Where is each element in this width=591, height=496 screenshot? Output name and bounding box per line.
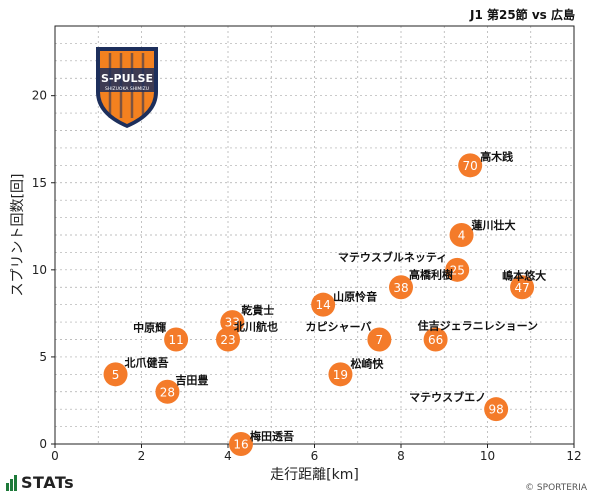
player-number-label: 66: [428, 333, 443, 347]
player-point: [445, 257, 470, 282]
y-tick-label: 15: [32, 176, 47, 190]
player-name-label: 高橋利樹: [409, 267, 453, 281]
y-axis-label: スプリント回数[回]: [10, 174, 26, 297]
player-name-label: 山原怜音: [333, 290, 377, 304]
player-number-label: 38: [393, 281, 408, 295]
player-point: [423, 327, 448, 352]
x-axis-label: 走行距離[km]: [270, 466, 359, 483]
player-number-label: 25: [450, 263, 465, 277]
stats-logo: STATs: [6, 473, 74, 492]
player-number-label: 33: [225, 316, 240, 330]
player-name-label: 高木践: [480, 149, 513, 163]
axes: 0 2 4 6 8 10 12 0 5 10 15 20 走行距離[km] スプリント回数[回]: [10, 25, 582, 483]
player-number-label: 16: [233, 438, 248, 452]
chart-title: J1 第25節 vs 広島: [469, 8, 575, 22]
player-name-label: 吉田豊: [175, 373, 208, 387]
y-tick-label: 20: [32, 89, 47, 103]
emblem-text: S-PULSE: [101, 72, 153, 85]
player-name-label: 住吉ジェラニレショーン: [418, 319, 538, 333]
x-tick-label: 0: [51, 449, 59, 463]
player-point: [155, 379, 180, 404]
x-tick-label: 12: [566, 449, 581, 463]
player-point: [164, 327, 189, 352]
player-point: [484, 397, 509, 422]
x-tick-label: 2: [138, 449, 146, 463]
player-number-label: 19: [333, 368, 348, 382]
stats-brand: STATs: [21, 473, 75, 492]
emblem-subtext: SHIZUOKA SHIMIZU: [105, 86, 149, 92]
stats-bars-icon: [6, 474, 17, 491]
player-name-label: 嶋本悠大: [502, 268, 546, 282]
player-number-label: 11: [168, 333, 183, 347]
player-number-label: 47: [514, 281, 529, 295]
player-name-label: 北爪健吾: [125, 355, 169, 369]
player-point: [228, 432, 253, 456]
y-tick-label: 0: [39, 437, 47, 451]
x-tick-label: 8: [397, 449, 405, 463]
player-name-label: 中原輝: [133, 321, 166, 335]
player-name-label: マテウスブエノ: [409, 390, 486, 404]
player-point: [328, 362, 353, 387]
player-point: [216, 327, 240, 352]
player-name-label: カピシャーバ: [305, 321, 371, 334]
player-number-label: 98: [489, 403, 504, 417]
x-tick-label: 6: [311, 449, 319, 463]
player-name-label: 北川航也: [234, 320, 278, 334]
player-point: [311, 292, 336, 317]
y-tick-label: 10: [32, 263, 47, 277]
player-point: [103, 362, 128, 387]
player-point: [449, 223, 474, 247]
data-points: 70 4 25 47 38 14 33 23 11 7 66 5 19 28 98 16 高木践蓮川壮大マテウス…: [103, 149, 546, 456]
player-number-label: 4: [458, 229, 466, 243]
player-number-label: 14: [316, 298, 331, 312]
player-number-label: 70: [463, 159, 478, 173]
player-number-label: 28: [160, 385, 175, 399]
player-point: [458, 153, 483, 178]
player-number-label: 23: [220, 333, 235, 347]
player-name-label: 乾貴士: [241, 303, 274, 317]
player-name-label: 松崎快: [350, 356, 384, 370]
copyright-text: © SPORTERIA: [525, 483, 587, 493]
player-number-label: 7: [376, 333, 384, 347]
player-point: [367, 327, 392, 352]
player-name-label: 梅田透吾: [250, 429, 294, 443]
y-tick-label: 5: [39, 350, 47, 364]
player-name-label: マテウスブルネッティ: [338, 250, 447, 264]
emblem-band: [98, 68, 156, 92]
x-tick-label: 4: [224, 449, 232, 463]
player-point: [510, 275, 535, 300]
player-number-label: 5: [112, 368, 120, 382]
player-point: [389, 275, 413, 300]
x-tick-label: 10: [480, 449, 495, 463]
player-name-label: 蓮川壮大: [472, 218, 516, 232]
